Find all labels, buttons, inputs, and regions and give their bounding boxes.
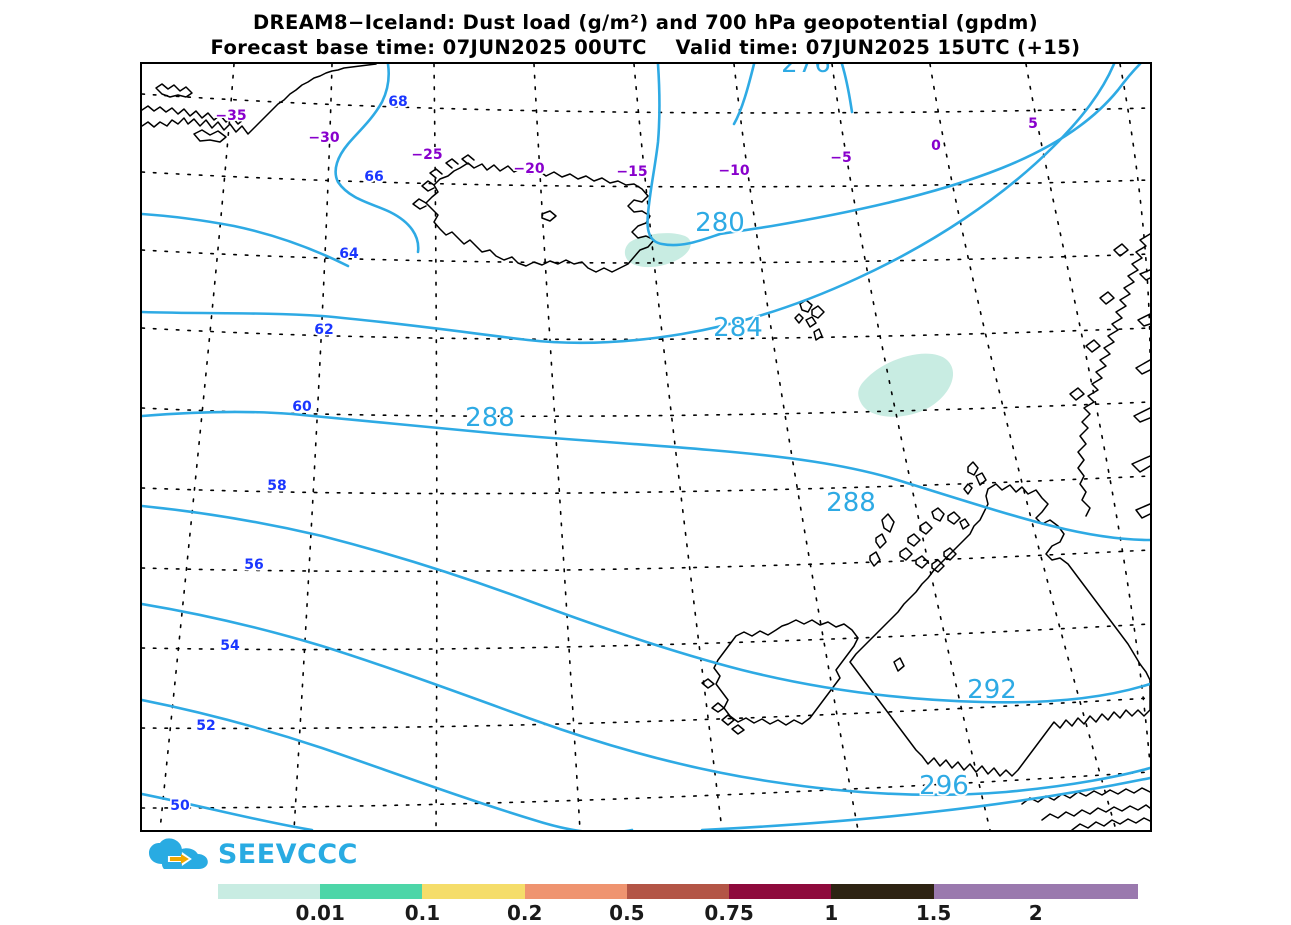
colorbar-label-6: 1.5 [915, 901, 952, 925]
coastline-faroe [794, 299, 825, 341]
dust-load-colorbar: 0.01 0.1 0.2 0.5 0.75 1 1.5 2 [218, 884, 1138, 925]
coastline-orkney [947, 511, 970, 530]
contour-284 [142, 64, 1116, 345]
contour-292 [142, 504, 1150, 704]
colorbar-label-5: 1 [824, 901, 839, 925]
colorbar-segment-8 [1035, 884, 1138, 899]
colorbar-segment-4 [626, 884, 730, 899]
contour-280 [646, 64, 1142, 247]
coastline-shetland [963, 461, 987, 495]
dust-patch-2 [858, 353, 954, 417]
dust-load-shading-layer [624, 233, 954, 417]
colorbar-segment-2 [422, 884, 525, 899]
map-panel: 68 66 64 62 60 58 56 54 52 50 −35 −30 −25 −20 −15 −10 −5… [140, 62, 1152, 832]
coastline-norway [1077, 233, 1150, 517]
colorbar-label-7: 2 [1028, 901, 1043, 925]
contour-268 [334, 64, 420, 254]
colorbar-segment-5 [729, 884, 832, 899]
seevccc-logo: SEEVCCC [148, 836, 358, 872]
coastline-greenland [142, 64, 377, 135]
colorbar-label-4: 0.75 [704, 901, 754, 925]
colorbar-segment-0 [218, 884, 321, 899]
colorbar-tick-labels: 0.01 0.1 0.2 0.5 0.75 1 1.5 2 [218, 901, 1138, 925]
contour-left-a [142, 212, 350, 268]
contour-288 [142, 410, 1150, 542]
contour-304 [142, 792, 314, 830]
coastline-iceland [425, 162, 655, 273]
contour-296 [142, 602, 1150, 797]
coastline-layer [142, 64, 1150, 830]
map-canvas [142, 64, 1150, 830]
graticule-layer [142, 64, 1150, 830]
colorbar-segment-7 [933, 884, 1036, 899]
colorbar-label-3: 0.5 [609, 901, 645, 925]
colorbar-segment-6 [831, 884, 934, 899]
page-title: DREAM8−Iceland: Dust load (g/m²) and 700… [252, 11, 1039, 34]
colorbar-label-1: 0.1 [404, 901, 441, 925]
colorbar-segment-3 [524, 884, 627, 899]
contour-300 [142, 698, 634, 830]
dust-patch-1 [624, 233, 691, 268]
cloud-icon [148, 838, 208, 869]
coastline-great-britain [849, 483, 1150, 777]
colorbar-segment-1 [320, 884, 423, 899]
colorbar-swatches [218, 884, 1138, 899]
logo-text: SEEVCCC [217, 838, 358, 870]
chart-title-block: DREAM8−Iceland: Dust load (g/m²) and 700… [0, 10, 1291, 60]
contour-276 [732, 64, 756, 126]
geopotential-contour-layer [142, 64, 1150, 830]
colorbar-label-0: 0.01 [295, 901, 345, 925]
forecast-time-subtitle: Forecast base time: 07JUN2025 00UTC Vali… [210, 36, 1081, 59]
coastline-ireland [713, 619, 859, 726]
colorbar-label-2: 0.2 [506, 901, 543, 925]
